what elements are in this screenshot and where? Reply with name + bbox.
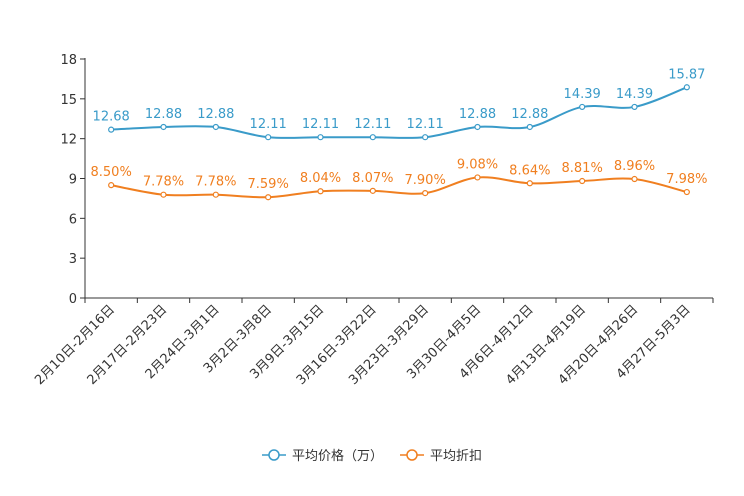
data-point [160,191,167,198]
y-tick-label: 9 [69,173,77,188]
data-label: 7.78% [143,175,184,190]
data-point [265,194,272,201]
series-layer: 12.68 12.88 12.88 12.11 12.11 12.11 12.11 12.88… [91,67,707,201]
data-label: 8.50% [91,165,132,180]
data-point [369,187,376,194]
data-label: 12.68 [93,110,130,125]
legend-item-2[interactable]: 平均折扣 [400,449,482,464]
data-label: 15.87 [668,67,705,82]
legend-label: 平均折扣 [430,449,482,464]
data-point [474,123,481,131]
y-axis: 0 3 6 9 12 15 18 [60,53,86,307]
legend[interactable]: 平均价格（万） 平均折扣 [262,448,482,464]
data-label: 7.78% [195,175,236,190]
data-point [683,188,690,196]
y-tick-label: 12 [60,133,77,148]
data-point [683,84,690,91]
data-point [317,134,324,141]
data-label: 7.59% [248,177,289,192]
data-point [212,123,219,131]
series-2: 8.50% 7.78% 7.78% 7.59% 8.04% 8.07% 7.90% 9.08%… [91,157,707,201]
y-tick-label: 0 [69,292,77,307]
data-label: 12.11 [354,117,391,132]
data-label: 14.39 [616,87,653,102]
data-point [422,190,429,197]
data-label: 8.07% [352,171,393,186]
data-point [579,177,586,185]
data-label: 9.08% [457,157,498,172]
data-label: 12.11 [250,117,287,132]
data-point [317,188,324,195]
data-point [579,103,586,111]
data-label: 14.39 [564,87,601,102]
legend-label: 平均价格（万） [292,448,383,464]
data-point [108,126,115,133]
data-point [474,174,481,181]
series-1: 12.68 12.88 12.88 12.11 12.11 12.11 12.11 12.88… [93,67,705,141]
y-tick-label: 3 [69,252,77,267]
legend-marker-icon [268,449,280,461]
data-point [212,191,219,198]
data-label: 12.88 [511,107,548,122]
series-line [110,176,688,199]
data-point [369,134,376,141]
data-label: 8.81% [562,161,603,176]
data-label: 8.96% [614,159,655,174]
data-point [526,123,533,131]
data-label: 7.90% [405,173,446,188]
y-tick-label: 15 [60,93,77,108]
data-label: 7.98% [666,172,707,187]
legend-item-1[interactable]: 平均价格（万） [262,448,383,464]
data-point [422,134,429,141]
data-label: 12.88 [459,107,496,122]
data-label: 12.11 [302,117,339,132]
data-label: 8.64% [509,163,550,178]
data-label: 12.11 [407,117,444,132]
data-point [631,103,638,111]
data-point [265,134,272,141]
legend-marker-icon [406,449,418,461]
data-point [108,182,115,189]
data-point [631,175,638,183]
series-line [111,86,688,139]
y-tick-label: 6 [69,212,77,227]
data-label: 12.88 [145,107,182,122]
data-label: 12.88 [197,107,234,122]
data-label: 8.04% [300,171,341,186]
y-tick-label: 18 [60,53,77,68]
x-axis: 2月10日-2月16日2月17日-2月23日2月24日-3月1日3月2日-3月8… [32,297,714,388]
data-point [160,123,167,131]
data-point [526,180,533,187]
